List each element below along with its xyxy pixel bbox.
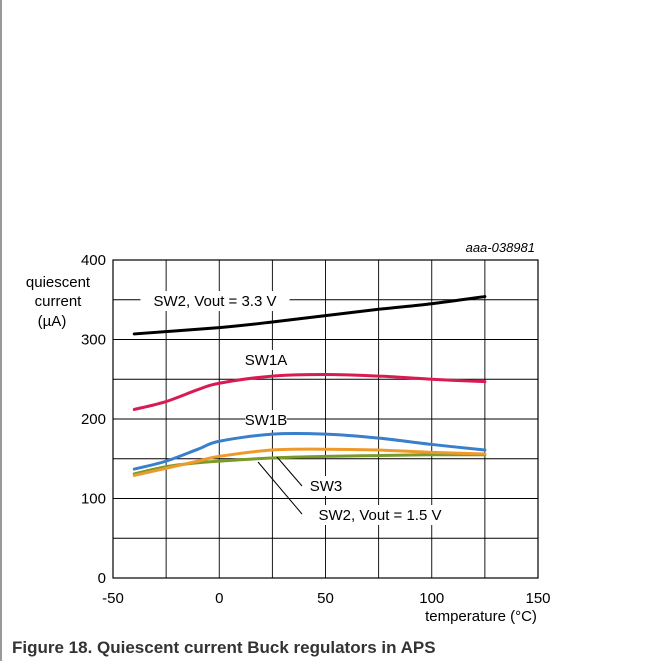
series-label-bg bbox=[245, 350, 287, 370]
y-tick-label: 400 bbox=[81, 252, 106, 269]
series-layer bbox=[132, 295, 487, 477]
series-label-bg bbox=[309, 476, 343, 496]
y-tick-label: 100 bbox=[81, 491, 106, 508]
series-label-sw1b: SW1B bbox=[245, 412, 288, 429]
x-axis-label: temperature (°C) bbox=[425, 608, 537, 625]
series-label-bg bbox=[305, 505, 455, 525]
y-tick-label: 0 bbox=[98, 570, 106, 587]
x-tick-label: 50 bbox=[317, 590, 334, 607]
series-label-bg bbox=[245, 410, 287, 430]
x-tick-label: 150 bbox=[525, 590, 550, 607]
tick-labels: -50 0 50 100 150 0 100 200 300 400 bbox=[81, 252, 551, 607]
series-labels: SW2, Vout = 3.3 V SW1A SW1B SW3 SW2, Vout = … bbox=[140, 291, 455, 525]
y-axis-label-line-2: current bbox=[35, 293, 83, 310]
x-tick-label: 0 bbox=[215, 590, 223, 607]
x-tick-label: -50 bbox=[102, 590, 124, 607]
y-tick-label: 300 bbox=[81, 332, 106, 349]
series-line-sw1a bbox=[132, 372, 487, 411]
y-axis-label-line-3: (µA) bbox=[38, 313, 67, 330]
series-line-sw2-vout-3-3-v bbox=[132, 295, 487, 336]
series-label-sw1a: SW1A bbox=[245, 352, 288, 369]
series-label-sw3: SW3 bbox=[310, 478, 343, 495]
leader-line bbox=[276, 456, 303, 487]
series-label-bg bbox=[140, 291, 290, 311]
series-label-sw2-vout-3-3-v: SW2, Vout = 3.3 V bbox=[154, 293, 277, 310]
y-tick-label: 200 bbox=[81, 411, 106, 428]
plot-border bbox=[112, 259, 539, 579]
series-line-sw1b bbox=[132, 431, 487, 471]
leader-line bbox=[257, 461, 303, 515]
series-line-sw3 bbox=[132, 447, 487, 477]
figure-caption: Figure 18. Quiescent current Buck regula… bbox=[12, 638, 436, 657]
figure-id: aaa-038981 bbox=[466, 240, 535, 255]
x-tick-label: 100 bbox=[419, 590, 444, 607]
series-label-sw2-vout-1-5-v: SW2, Vout = 1.5 V bbox=[319, 507, 442, 524]
y-axis-label-line-1: quiescent bbox=[26, 274, 91, 291]
leader-lines bbox=[257, 456, 303, 515]
